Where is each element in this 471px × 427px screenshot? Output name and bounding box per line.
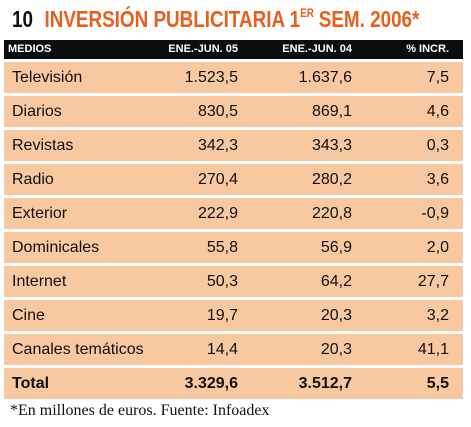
- cell-value: 3,6: [426, 171, 449, 188]
- cell-value: 342,3: [197, 137, 238, 154]
- figure-number: 10: [12, 6, 33, 32]
- table-row: [4, 334, 463, 365]
- cell-value: 41,1: [417, 341, 449, 358]
- cell-value: 222,9: [197, 205, 238, 222]
- cell-value: 270,4: [197, 171, 238, 188]
- cell-value: 3,2: [426, 307, 449, 324]
- column-header: % INCR.: [406, 43, 449, 55]
- table-row: [4, 232, 463, 263]
- cell-value: 1.637,6: [298, 69, 352, 86]
- row-label: Total: [12, 375, 50, 392]
- cell-value: 27,7: [417, 273, 449, 290]
- row-label: Televisión: [12, 69, 83, 86]
- row-label: Dominicales: [12, 239, 100, 256]
- cell-value: 50,3: [206, 273, 238, 290]
- title-end: SEM. 2006*: [318, 6, 420, 32]
- cell-value: 20,3: [320, 307, 352, 324]
- row-label: Cine: [12, 307, 45, 324]
- cell-value: 3.512,7: [298, 375, 352, 392]
- cell-value: 14,4: [206, 341, 238, 358]
- table-row: [4, 368, 463, 399]
- cell-value: 19,7: [206, 307, 238, 324]
- row-label: Radio: [12, 171, 54, 188]
- table-row: [4, 198, 463, 229]
- row-label: Exterior: [12, 205, 68, 222]
- table-row: [4, 266, 463, 297]
- cell-value: 2,0: [426, 239, 449, 256]
- cell-value: 343,3: [311, 137, 352, 154]
- title: 10 INVERSIÓN PUBLICITARIA 1ER SEM. 2006*: [12, 6, 419, 36]
- table-row: [4, 300, 463, 331]
- table-row: [4, 62, 463, 93]
- cell-value: 5,5: [426, 375, 449, 392]
- cell-value: 20,3: [320, 341, 352, 358]
- cell-value: 1.523,5: [184, 69, 238, 86]
- row-label: Revistas: [12, 137, 74, 154]
- column-header: ENE.-JUN. 04: [282, 43, 352, 55]
- column-header: MEDIOS: [8, 43, 52, 55]
- column-header: ENE.-JUN. 05: [168, 43, 238, 55]
- row-label: Diarios: [12, 103, 62, 120]
- title-text: INVERSIÓN PUBLICITARIA 1: [44, 6, 301, 32]
- cell-value: 869,1: [311, 103, 352, 120]
- cell-value: 0,3: [426, 137, 449, 154]
- cell-value: 56,9: [320, 239, 352, 256]
- table-row: [4, 164, 463, 195]
- row-label: Internet: [12, 273, 67, 290]
- footnote: *En millones de euros. Fuente: Infoadex: [10, 402, 270, 419]
- cell-value: 830,5: [197, 103, 238, 120]
- cell-value: 4,6: [426, 103, 449, 120]
- cell-value: 280,2: [311, 171, 352, 188]
- cell-value: 55,8: [206, 239, 238, 256]
- row-label: Canales temáticos: [12, 341, 144, 358]
- cell-value: 3.329,6: [184, 375, 238, 392]
- cell-value: 220,8: [311, 205, 352, 222]
- cell-value: -0,9: [421, 205, 449, 222]
- cell-value: 7,5: [426, 69, 449, 86]
- table-row: [4, 96, 463, 127]
- header-band: [4, 40, 463, 59]
- cell-value: 64,2: [320, 273, 352, 290]
- table-row: [4, 130, 463, 161]
- title-superscript: ER: [300, 6, 314, 20]
